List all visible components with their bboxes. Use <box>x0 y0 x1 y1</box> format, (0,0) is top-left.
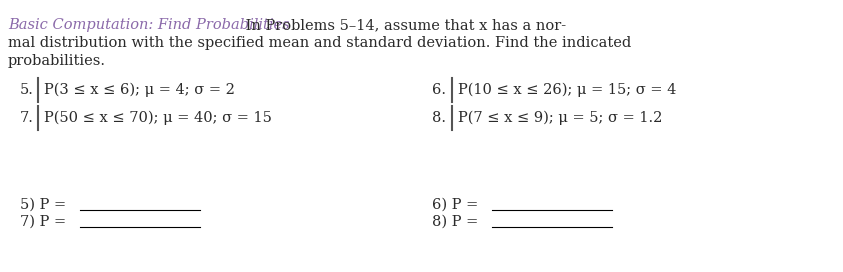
Text: P(10 ≤ x ≤ 26); μ = 15; σ = 4: P(10 ≤ x ≤ 26); μ = 15; σ = 4 <box>458 83 676 97</box>
Text: 6) P =: 6) P = <box>432 198 478 212</box>
Text: 6.: 6. <box>432 83 446 97</box>
Text: P(7 ≤ x ≤ 9); μ = 5; σ = 1.2: P(7 ≤ x ≤ 9); μ = 5; σ = 1.2 <box>458 111 663 125</box>
Text: 7.: 7. <box>20 111 34 125</box>
Text: 5) P =: 5) P = <box>20 198 66 212</box>
Text: P(50 ≤ x ≤ 70); μ = 40; σ = 15: P(50 ≤ x ≤ 70); μ = 40; σ = 15 <box>44 111 272 125</box>
Text: In Problems 5–14, assume that x has a nor-: In Problems 5–14, assume that x has a no… <box>241 18 566 32</box>
Text: P(3 ≤ x ≤ 6); μ = 4; σ = 2: P(3 ≤ x ≤ 6); μ = 4; σ = 2 <box>44 83 235 97</box>
Text: 7) P =: 7) P = <box>20 215 66 229</box>
Text: probabilities.: probabilities. <box>8 54 106 68</box>
Text: mal distribution with the specified mean and standard deviation. Find the indica: mal distribution with the specified mean… <box>8 36 631 50</box>
Text: 8) P =: 8) P = <box>432 215 478 229</box>
Text: 8.: 8. <box>432 111 446 125</box>
Text: 5.: 5. <box>20 83 34 97</box>
Text: Basic Computation: Find Probabilities: Basic Computation: Find Probabilities <box>8 18 290 32</box>
